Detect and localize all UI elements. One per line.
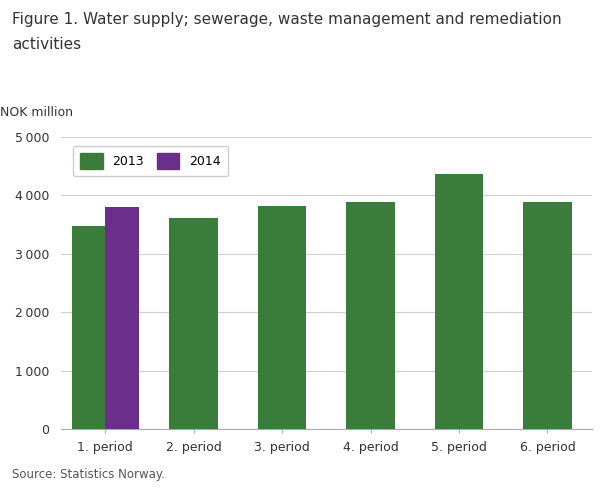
Text: activities: activities — [12, 37, 81, 52]
Text: Figure 1. Water supply; sewerage, waste management and remediation: Figure 1. Water supply; sewerage, waste … — [12, 12, 562, 27]
Bar — [435, 174, 483, 429]
Text: Source: Statistics Norway.: Source: Statistics Norway. — [12, 468, 165, 481]
Text: NOK million: NOK million — [0, 106, 73, 119]
Bar — [170, 218, 218, 429]
Bar — [71, 225, 105, 429]
Bar — [523, 202, 572, 429]
Bar — [258, 206, 306, 429]
Bar — [105, 207, 139, 429]
Legend: 2013, 2014: 2013, 2014 — [73, 146, 228, 176]
Bar — [346, 202, 395, 429]
